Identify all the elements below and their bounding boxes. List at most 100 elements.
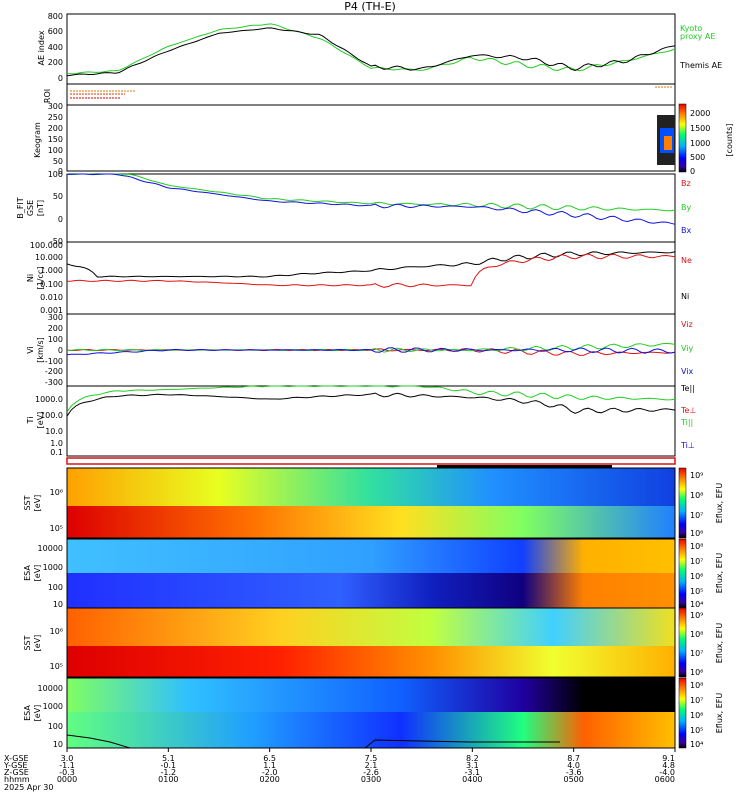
- ti-ylabel2: [eV]: [36, 412, 45, 429]
- roi-ylabel: ROI: [43, 89, 52, 103]
- xaxis-row-label: Z-GSE: [4, 768, 29, 777]
- vi-tick: 100: [48, 335, 63, 344]
- esa1-spectrogram-hi: [67, 539, 675, 573]
- xaxis-tick-label: -0.1: [161, 761, 177, 770]
- vi-tick: -200: [45, 367, 63, 376]
- sst1-spectrogram-hi: [67, 468, 675, 506]
- esa2-cbar-label: Eflux, EFU: [715, 693, 724, 734]
- ti-legend-teperp: Te⊥: [680, 406, 696, 415]
- keogram-cbar-tick: 500: [690, 153, 705, 162]
- roi-panel: ROI: [43, 83, 676, 106]
- vi-tick: -300: [45, 378, 63, 387]
- vi-tick: 0: [58, 346, 63, 355]
- keogram-cbar-tick: 0: [690, 167, 695, 176]
- keogram-cbar-tick: 2000: [690, 109, 710, 118]
- esa2-cbar-tick: 10⁷: [690, 696, 703, 705]
- keogram-tick: 250: [48, 113, 63, 122]
- keogram-data: [664, 136, 672, 150]
- sst2-tick: 10⁶: [50, 627, 63, 636]
- esa2-tick: 10000: [38, 684, 63, 693]
- esa2-cbar-tick: 10⁶: [690, 711, 703, 720]
- esa1-cbar-tick: 10⁷: [690, 557, 703, 566]
- sst2-cbar-tick: 10⁹: [690, 611, 703, 620]
- vi-legend-viz: Viz: [681, 320, 693, 329]
- mode-bar: [66, 457, 676, 465]
- bfield-series: [66, 173, 676, 225]
- sst1-cbar-tick: 10⁶: [690, 529, 703, 538]
- plot-title: P4 (TH-E): [344, 0, 396, 13]
- ae-ylabel: AE index: [37, 30, 46, 65]
- sst1-colorbar: [678, 467, 687, 539]
- ti-legend-tiperp: Ti⊥: [680, 441, 695, 450]
- esa1-cbar-tick: 10⁶: [690, 572, 703, 581]
- vi-tick: -100: [45, 357, 63, 366]
- esa2-tick: 100: [48, 722, 63, 731]
- sst2-tick: 10⁵: [50, 662, 63, 671]
- keogram-tick: 100: [48, 146, 63, 155]
- sst2-ylabel: SST: [23, 635, 32, 650]
- esa2-cbar-tick: 10⁸: [690, 681, 703, 690]
- sst1-ylabel: SST: [23, 495, 32, 510]
- xaxis-tick-label: 9.1: [662, 754, 675, 763]
- ti-tick: 1.0: [50, 439, 63, 448]
- esa2-spectrogram-hi: [67, 678, 675, 712]
- ti-tick: 0.1: [50, 448, 63, 457]
- ni-tick: 0.100: [40, 280, 63, 289]
- esa1-panel: ESA [eV] 10000 1000 100 10 10⁸ 10⁷ 10⁶ 1…: [23, 538, 724, 609]
- vi-ylabel: Vi: [26, 346, 35, 354]
- series-line-ne: [66, 253, 676, 288]
- xaxis-tick-label: 7.5: [365, 754, 378, 763]
- ae-legend-proxy: proxy AE: [680, 32, 715, 41]
- sst1-ylabel2: [eV]: [33, 495, 42, 512]
- xaxis-tick-label: 3.0: [61, 754, 74, 763]
- ti-legend-tipar: Ti||: [680, 418, 693, 427]
- esa2-ylabel2: [eV]: [33, 705, 42, 722]
- bfield-ylabel2: GSE: [26, 200, 35, 216]
- bfield-tick: 0: [58, 215, 63, 224]
- sst1-spectrogram-lo: [67, 506, 675, 538]
- xaxis-tick-label: -3.6: [566, 768, 582, 777]
- x-axis: X-GSE Y-GSE Z-GSE hhmm 2025 Apr 30 3.0-1…: [3, 748, 676, 792]
- series-line-bx: [66, 173, 676, 225]
- ni-tick: 1.000: [40, 266, 63, 275]
- xaxis-tick-label: 0500: [563, 775, 583, 784]
- ni-legend-ne: Ne: [681, 256, 692, 265]
- xaxis-tick-label: 4.0: [567, 761, 580, 770]
- sst2-spectrogram-lo: [67, 646, 675, 677]
- sst2-cbar-label: Eflux, EFU: [715, 623, 724, 664]
- ti-series: [66, 385, 676, 417]
- ti-tick: 10.0: [45, 427, 63, 436]
- sst1-cbar-tick: 10⁹: [690, 471, 703, 480]
- esa2-ylabel: ESA: [23, 705, 32, 721]
- xaxis-tick-label: 8.7: [567, 754, 580, 763]
- ni-series: [66, 251, 676, 288]
- xaxis-tick-label: -2.0: [262, 768, 278, 777]
- esa1-cbar-tick: 10⁴: [690, 600, 703, 609]
- bfield-tick: 50: [53, 192, 63, 201]
- esa2-panel: ESA [eV] 10000 1000 100 10 10⁸ 10⁷ 10⁶ 1…: [23, 677, 724, 749]
- ni-tick: 100.000: [30, 241, 63, 250]
- ti-legend-tepar: Te||: [680, 384, 695, 393]
- keogram-tick: 50: [53, 157, 63, 166]
- vi-legend-vix: Vix: [681, 367, 694, 376]
- ni-ylabel: Ni: [26, 274, 35, 282]
- xaxis-tick-label: 5.1: [162, 754, 175, 763]
- ae-legend-themis: Themis AE: [679, 61, 722, 70]
- bfield-panel: B_FIT GSE [nT] 100 50 0 -50 Bz By Bx: [16, 170, 691, 246]
- ni-ylabel2: [1/cc]: [36, 267, 45, 290]
- ae-series: [66, 23, 676, 77]
- xaxis-tick-label: -1.1: [59, 761, 75, 770]
- vi-tick: 300: [48, 313, 63, 322]
- esa2-trace: [66, 734, 131, 749]
- xaxis-tick-label: -1.2: [161, 768, 177, 777]
- ae-tick: 800: [48, 12, 63, 21]
- xaxis-tick-label: 0200: [259, 775, 279, 784]
- xaxis-tick-label: 0300: [361, 775, 381, 784]
- xaxis-row-label: hhmm: [4, 775, 30, 784]
- xaxis-tick-label: 3.1: [466, 761, 479, 770]
- keogram-tick: 300: [48, 102, 63, 111]
- esa1-tick: 1000: [43, 563, 63, 572]
- ae-tick: 0: [58, 74, 63, 83]
- sst1-cbar-tick: 10⁷: [690, 511, 703, 520]
